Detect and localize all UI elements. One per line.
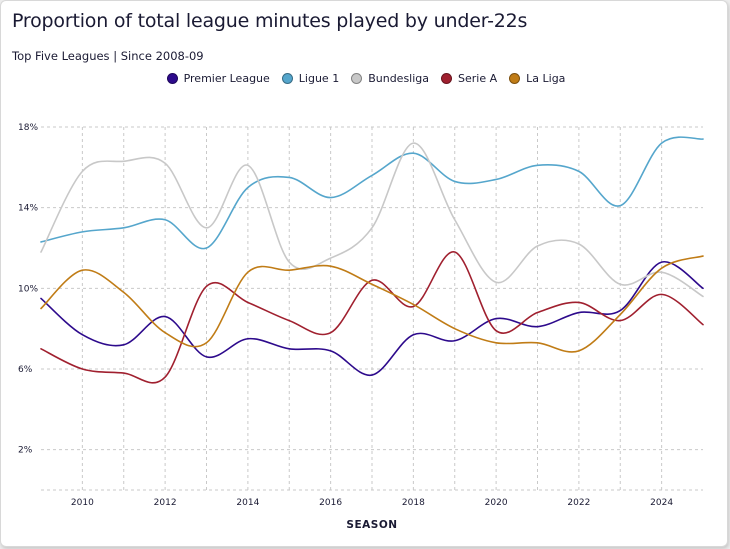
- legend-item-la-liga: La Liga: [509, 72, 565, 85]
- x-axis-label: SEASON: [346, 519, 397, 531]
- x-tick-label: 2014: [236, 498, 259, 508]
- x-tick-label: 2024: [650, 498, 673, 508]
- x-tick-label: 2018: [402, 498, 425, 508]
- chart-title: Proportion of total league minutes playe…: [12, 10, 528, 32]
- legend-swatch: [351, 73, 363, 84]
- legend-label: Ligue 1: [298, 72, 340, 85]
- legend-item-serie-a: Serie A: [441, 72, 497, 85]
- legend-item-bundesliga: Bundesliga: [351, 72, 429, 85]
- legend-label: Premier League: [183, 72, 270, 85]
- x-tick-label: 2022: [567, 498, 590, 508]
- y-tick-label: 6%: [18, 365, 33, 375]
- x-tick-label: 2020: [485, 498, 508, 508]
- series-line-bundesliga: [40, 142, 704, 298]
- series-line-ligue-1: [40, 136, 704, 250]
- legend-item-premier-league: Premier League: [166, 72, 270, 85]
- legend-swatch: [509, 73, 521, 84]
- legend-swatch: [166, 73, 178, 84]
- x-tick-label: 2012: [154, 498, 177, 508]
- legend-item-ligue-1: Ligue 1: [281, 72, 340, 85]
- legend-swatch: [441, 73, 453, 84]
- legend-label: Bundesliga: [368, 72, 430, 85]
- legend-label: La Liga: [526, 72, 566, 85]
- y-tick-label: 10%: [18, 284, 38, 294]
- y-tick-label: 2%: [18, 446, 33, 456]
- series-line-serie-a: [40, 251, 704, 384]
- x-tick-label: 2010: [71, 498, 94, 508]
- legend-swatch: [281, 73, 293, 84]
- y-tick-label: 18%: [18, 123, 38, 133]
- chart-legend: Premier League Ligue 1 Bundesliga Serie A La…: [1, 72, 730, 85]
- legend-label: Serie A: [458, 72, 498, 85]
- y-tick-label: 14%: [18, 204, 38, 214]
- x-tick-label: 2016: [319, 498, 342, 508]
- chart-subtitle: Top Five Leagues | Since 2008-09: [12, 49, 204, 63]
- series-line-la-liga: [40, 255, 704, 353]
- series-line-premier-league: [40, 261, 704, 376]
